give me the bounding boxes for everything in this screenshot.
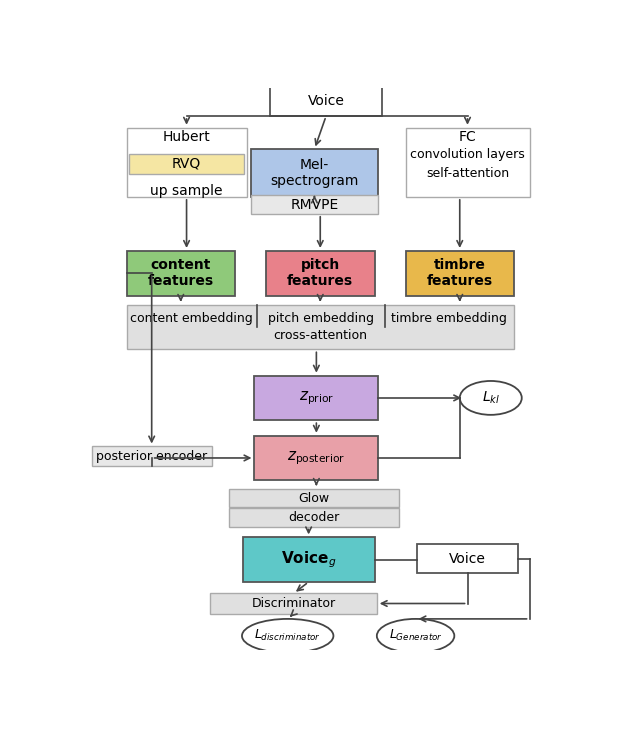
Text: cross-attention: cross-attention <box>273 329 367 342</box>
FancyBboxPatch shape <box>92 447 212 466</box>
Text: $L_{discriminator}$: $L_{discriminator}$ <box>254 629 321 643</box>
Text: Glow: Glow <box>298 491 330 504</box>
Text: RMVPE: RMVPE <box>291 198 339 212</box>
Text: posterior encoder: posterior encoder <box>96 450 207 463</box>
Text: content embedding: content embedding <box>130 312 253 325</box>
FancyBboxPatch shape <box>417 544 518 574</box>
Text: pitch
features: pitch features <box>287 258 353 288</box>
Ellipse shape <box>377 619 454 653</box>
FancyBboxPatch shape <box>406 128 529 197</box>
Text: self-attention: self-attention <box>426 167 509 180</box>
Text: $L_{kl}$: $L_{kl}$ <box>482 390 500 406</box>
FancyBboxPatch shape <box>254 436 378 480</box>
Text: Voice: Voice <box>449 552 486 566</box>
Text: $z_{\mathrm{prior}}$: $z_{\mathrm{prior}}$ <box>299 389 334 407</box>
Text: pitch embedding: pitch embedding <box>268 312 374 325</box>
FancyBboxPatch shape <box>229 508 399 526</box>
Ellipse shape <box>242 619 333 653</box>
FancyBboxPatch shape <box>129 154 244 174</box>
Text: content
features: content features <box>148 258 214 288</box>
FancyBboxPatch shape <box>210 593 377 613</box>
FancyBboxPatch shape <box>229 489 399 507</box>
FancyBboxPatch shape <box>270 87 382 116</box>
Text: timbre
features: timbre features <box>427 258 493 288</box>
FancyBboxPatch shape <box>250 196 378 214</box>
Text: $z_{\mathrm{posterior}}$: $z_{\mathrm{posterior}}$ <box>287 449 346 466</box>
Text: decoder: decoder <box>289 511 340 523</box>
Text: Hubert: Hubert <box>163 130 211 144</box>
FancyBboxPatch shape <box>243 537 374 582</box>
FancyBboxPatch shape <box>254 375 378 420</box>
Text: FC: FC <box>459 130 476 144</box>
FancyBboxPatch shape <box>250 149 378 197</box>
Text: convolution layers: convolution layers <box>410 148 525 161</box>
Text: up sample: up sample <box>150 184 223 198</box>
FancyBboxPatch shape <box>266 251 374 296</box>
FancyBboxPatch shape <box>127 304 514 350</box>
Text: Voice$_g$: Voice$_g$ <box>281 549 336 570</box>
FancyBboxPatch shape <box>127 128 246 197</box>
Text: RVQ: RVQ <box>172 157 201 171</box>
FancyBboxPatch shape <box>127 251 235 296</box>
Text: timbre embedding: timbre embedding <box>391 312 508 325</box>
Ellipse shape <box>460 381 522 415</box>
Text: Mel-
spectrogram: Mel- spectrogram <box>270 158 358 188</box>
Text: Discriminator: Discriminator <box>252 597 335 610</box>
Text: Voice: Voice <box>308 94 344 109</box>
Text: $L_{Generator}$: $L_{Generator}$ <box>388 629 442 643</box>
FancyBboxPatch shape <box>406 251 514 296</box>
